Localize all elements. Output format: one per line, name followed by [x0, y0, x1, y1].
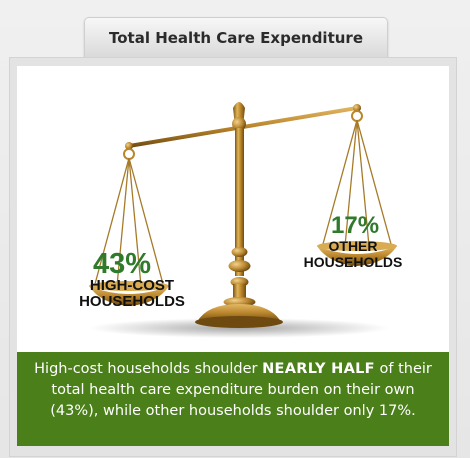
title-tab: Total Health Care Expenditure: [84, 17, 388, 58]
scale-post: [235, 128, 244, 276]
right-pan: [317, 246, 397, 266]
right-label-line-2: HOUSEHOLDS: [303, 254, 403, 270]
scale-base-rim: [195, 316, 283, 328]
page-title: Total Health Care Expenditure: [109, 29, 363, 47]
balance-scale-icon: [89, 102, 397, 338]
right-hook: [351, 110, 363, 122]
caption-emphasis: NEARLY HALF: [262, 361, 375, 377]
post-knob-1: [231, 247, 248, 257]
left-label-line-1: HIGH-COST: [89, 277, 175, 294]
right-chains: [322, 119, 392, 247]
left-chains: [94, 157, 164, 287]
right-category-label: OTHER HOUSEHOLDS: [283, 238, 423, 270]
beam-end-right: [353, 104, 361, 112]
scale-illustration: 43% HIGH-COST HOUSEHOLDS 17% OTHER HOUSE…: [17, 66, 449, 352]
left-percent-label: 43%: [93, 248, 152, 280]
left-pan-rim: [89, 281, 169, 291]
left-label-line-2: HOUSEHOLDS: [79, 293, 185, 310]
left-hook: [123, 148, 135, 160]
caption-text-part2: of their total health care expenditure b…: [50, 361, 432, 419]
post-knob-2: [228, 260, 251, 272]
left-pan: [89, 286, 169, 306]
right-pan-rim: [317, 241, 397, 251]
caption-text-part1: High-cost households shoulder: [34, 361, 263, 377]
post-pivot: [232, 117, 246, 131]
left-category-label: HIGH-COST HOUSEHOLDS: [57, 278, 207, 310]
caption-box: High-cost households shoulder NEARLY HAL…: [17, 352, 449, 446]
beam-end-left: [125, 142, 133, 150]
right-label-line-1: OTHER: [328, 238, 378, 254]
right-percent-label: 17%: [331, 212, 380, 239]
